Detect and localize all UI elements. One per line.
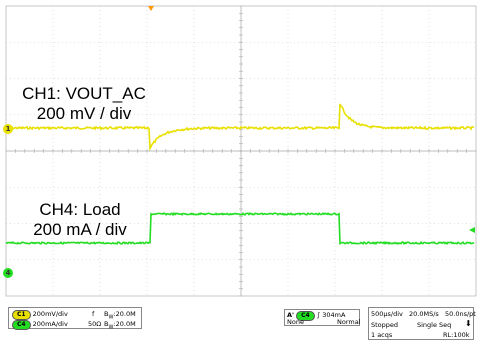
trigger-mode: Normal [337,318,361,326]
ch1-bw-label: B [104,310,109,318]
ch4-bw-label: B [104,320,109,328]
ch1-annotation: CH1: VOUT_AC 200 mV / div [8,84,160,124]
ch4-coupling: 50Ω [88,320,102,328]
graticule [5,5,477,297]
acquisition-state: Stopped [371,321,399,329]
trigger-slope-icon: ∫ [316,311,321,319]
ch1-bw-sub: W [108,314,114,321]
ch4-waveform [5,211,475,246]
ch4-marker-label: 4 [5,269,11,277]
timebase-panel[interactable]: 500µs/div 20.0MS/s 50.0ns/pt Stopped Sin… [368,307,476,340]
ch4-badge[interactable]: C4 [12,320,31,330]
trigger-label: A' [287,311,295,319]
time-resolution: 50.0ns/pt [445,310,476,318]
ch4-bw-sub: W [108,324,114,331]
ch1-coupling: f [92,310,95,318]
ch4-annotation: CH4: Load 200 mA / div [18,200,142,240]
ch1-ground-marker[interactable]: 1 [3,124,13,134]
ch4-title: CH4: Load [39,200,121,219]
ch4-settings-row[interactable]: C4 200mA/div [12,320,68,330]
trigger-level-arrow [469,227,475,233]
trigger-level: 304mA [322,311,346,319]
ch1-bw-value: :20.0M [113,310,136,318]
timebase-scale: 500µs/div [371,310,403,318]
ch1-settings-row[interactable]: C1 200mV/div [12,310,68,320]
ch1-badge[interactable]: C1 [12,310,31,320]
ch1-scale-note: 200 mV / div [36,104,132,123]
down-arrow-icon: ⬇ [465,319,472,328]
ch1-bandwidth: BW:20.0M [104,310,136,321]
record-length: RL:100k [443,331,470,339]
sequence-mode[interactable]: Single Seq [417,321,452,329]
ch1-vertical-scale: 200mV/div [32,310,68,318]
ch1-marker-label: 1 [5,125,11,133]
acquisition-count: 1 acqs [371,331,393,339]
ch4-ground-marker[interactable]: 4 [3,268,13,278]
ch4-vertical-scale: 200mA/div [32,320,68,328]
trigger-settings-panel[interactable]: A' C4 ∫ 304mA None Normal [284,309,361,326]
trigger-row[interactable]: A' C4 ∫ 304mA [287,311,345,321]
ch1-waveform [5,103,475,152]
sample-rate: 20.0MS/s [409,310,439,318]
ch4-bandwidth: BW:20.0M [104,320,136,331]
trigger-position-marker [148,6,154,11]
channel-settings-panel[interactable]: C1 200mV/div f BW:20.0M C4 200mA/div 50Ω… [8,307,142,331]
ch4-scale-note: 200 mA / div [33,220,127,239]
trigger-coupling: None [287,318,304,326]
ch1-title: CH1: VOUT_AC [22,84,146,103]
ch4-bw-value: :20.0M [113,320,136,328]
